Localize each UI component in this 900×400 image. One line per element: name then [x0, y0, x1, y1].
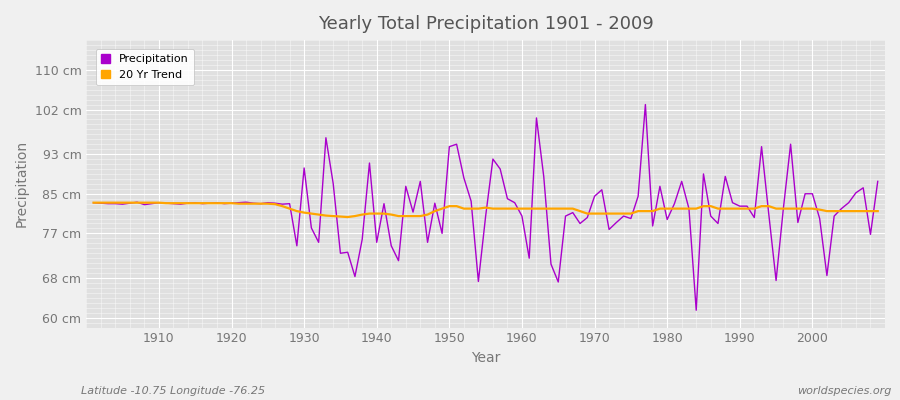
Title: Yearly Total Precipitation 1901 - 2009: Yearly Total Precipitation 1901 - 2009	[318, 15, 653, 33]
Y-axis label: Precipitation: Precipitation	[15, 140, 29, 228]
X-axis label: Year: Year	[471, 351, 500, 365]
Text: worldspecies.org: worldspecies.org	[796, 386, 891, 396]
Legend: Precipitation, 20 Yr Trend: Precipitation, 20 Yr Trend	[95, 48, 194, 86]
Text: Latitude -10.75 Longitude -76.25: Latitude -10.75 Longitude -76.25	[81, 386, 266, 396]
